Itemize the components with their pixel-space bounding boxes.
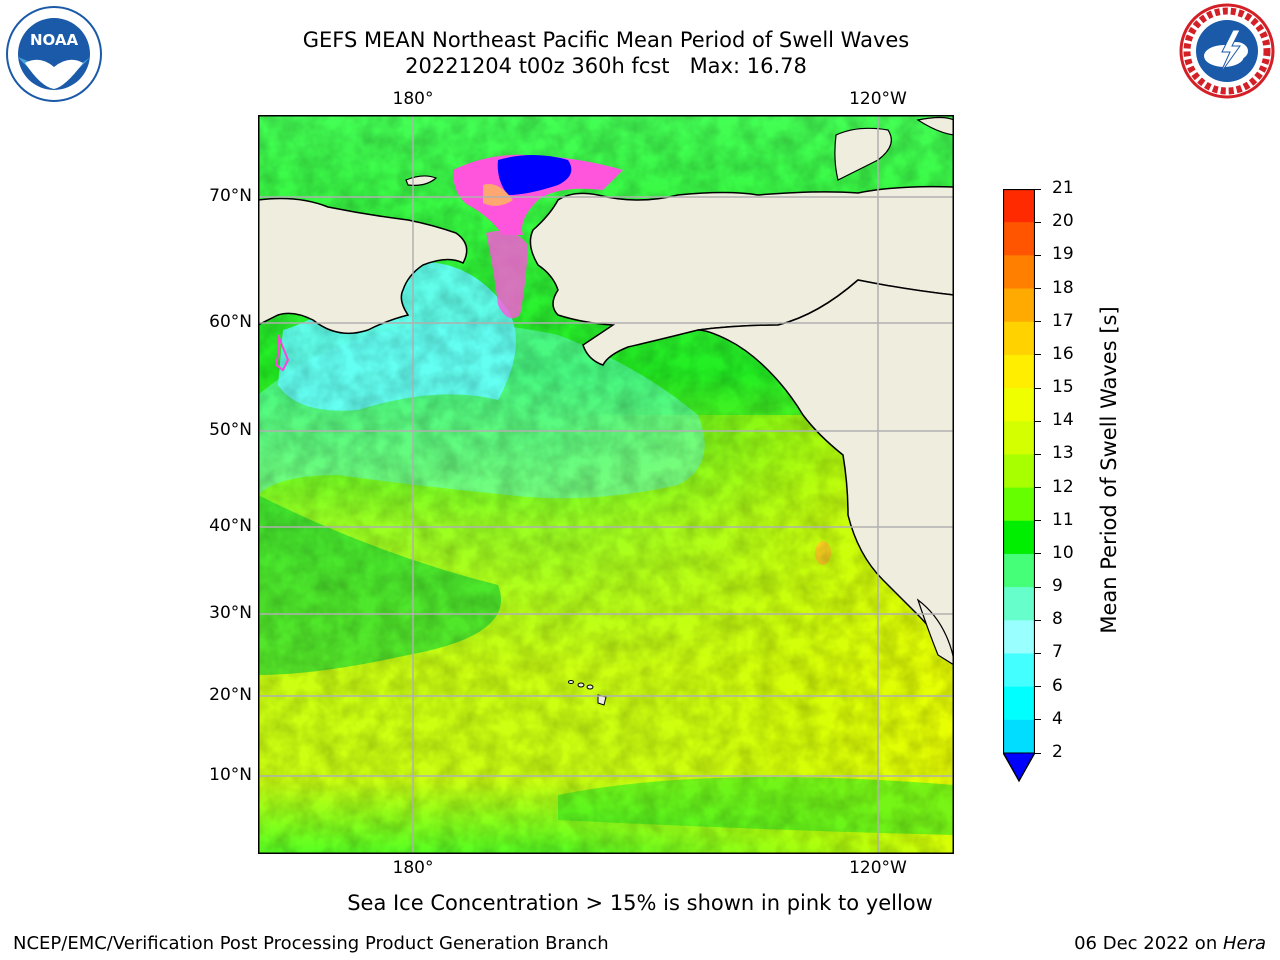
colorbar-tick-label: 13 <box>1052 443 1074 464</box>
lat-label-30n: 30°N <box>209 603 252 623</box>
colorbar-tick-label: 21 <box>1052 178 1074 198</box>
graticule <box>258 115 954 854</box>
footer-host: Hera <box>1222 933 1266 954</box>
colorbar-tick-mark <box>1035 520 1041 522</box>
colorbar-segment <box>1003 587 1035 621</box>
colorbar-tick-label: 14 <box>1052 410 1074 431</box>
colorbar-tick-mark <box>1035 752 1041 754</box>
hawaii-islands <box>568 680 607 706</box>
colorbar-tick-mark <box>1035 619 1041 621</box>
lon-label-bottom-180: 180° <box>392 858 434 878</box>
lon-label-bottom-120w: 120°W <box>849 858 907 878</box>
colorbar-tick-label: 16 <box>1052 343 1074 364</box>
colorbar-segment <box>1003 686 1035 721</box>
colorbar-tick-mark <box>1035 288 1041 290</box>
colorbar-tick-mark <box>1035 221 1041 223</box>
colorbar-segment <box>1003 719 1035 754</box>
colorbar-tick-label: 19 <box>1052 244 1074 265</box>
colorbar-segment <box>1003 553 1035 588</box>
lat-label-50n: 50°N <box>209 420 252 440</box>
colorbar-label: Mean Period of Swell Waves [s] <box>1097 306 1121 634</box>
colorbar-tick-label: 12 <box>1052 476 1074 497</box>
colorbar-segment <box>1003 421 1035 456</box>
chart-subtitle: 20221204 t00z 360h fcst Max: 16.78 <box>405 54 807 78</box>
colorbar-tick-mark <box>1035 354 1041 356</box>
colorbar-tick-label: 20 <box>1052 211 1074 232</box>
colorbar-tick-mark <box>1035 487 1041 489</box>
colorbar-segment <box>1003 321 1035 356</box>
colorbar-segment <box>1003 487 1035 522</box>
colorbar-tick-label: 11 <box>1052 509 1074 530</box>
colorbar-segment <box>1003 520 1035 555</box>
nws-logo <box>1178 2 1276 100</box>
colorbar-tick-label: 15 <box>1052 377 1074 398</box>
colorbar-tick-label: 17 <box>1052 310 1074 331</box>
footer-date: 06 Dec 2022 on Hera <box>1074 933 1266 954</box>
colorbar-extend-triangle <box>1002 752 1036 783</box>
chart-title: GEFS MEAN Northeast Pacific Mean Period … <box>302 28 910 52</box>
land-siberia <box>257 197 468 335</box>
lat-label-70n: 70°N <box>209 186 252 206</box>
colorbar-tick-mark <box>1035 188 1041 190</box>
noaa-logo-text: NOAA <box>30 31 79 49</box>
footer-branch: NCEP/EMC/Verification Post Processing Pr… <box>13 933 609 954</box>
colorbar-segment <box>1003 288 1035 323</box>
lat-label-60n: 60°N <box>209 312 252 332</box>
colorbar-tick-mark <box>1035 553 1041 555</box>
colorbar-tick-mark <box>1035 586 1041 588</box>
colorbar-tick-mark <box>1035 321 1041 323</box>
colorbar-segment <box>1003 222 1035 256</box>
colorbar-tick-mark <box>1035 254 1041 256</box>
colorbar-tick-label: 9 <box>1052 576 1063 597</box>
colorbar <box>1002 188 1036 783</box>
colorbar-tick-label: 8 <box>1052 609 1063 630</box>
land-north-america <box>697 279 955 666</box>
colorbar-tick-mark <box>1035 453 1041 455</box>
colorbar-segment <box>1003 388 1035 422</box>
colorbar-segment <box>1003 653 1035 688</box>
colorbar-tick-label: 10 <box>1052 542 1074 563</box>
colorbar-tick-label: 2 <box>1052 742 1063 762</box>
colorbar-segment <box>1003 255 1035 290</box>
colorbar-segment <box>1003 454 1035 489</box>
colorbar-tick-mark <box>1035 719 1041 721</box>
sea-ice-note: Sea Ice Concentration > 15% is shown in … <box>347 891 933 915</box>
noaa-logo: NOAA <box>5 5 103 103</box>
colorbar-tick-mark <box>1035 420 1041 422</box>
colorbar-segment <box>1003 189 1035 223</box>
colorbar-tick-mark <box>1035 686 1041 688</box>
swell-period-map <box>257 115 955 854</box>
lat-label-40n: 40°N <box>209 516 252 536</box>
colorbar-segment <box>1003 354 1035 389</box>
footer-date-text: 06 Dec 2022 on <box>1074 933 1223 954</box>
colorbar-tick-label: 4 <box>1052 708 1063 729</box>
lat-label-20n: 20°N <box>209 685 252 705</box>
colorbar-tick-label: 18 <box>1052 277 1074 298</box>
colorbar-tick-label: 6 <box>1052 675 1063 696</box>
sea-ice-field <box>453 154 623 235</box>
colorbar-segment <box>1003 620 1035 655</box>
colorbar-tick-mark <box>1035 387 1041 389</box>
lat-label-10n: 10°N <box>209 765 252 785</box>
lon-label-top-120w: 120°W <box>849 89 907 109</box>
map-panel <box>257 115 955 854</box>
colorbar-tick-mark <box>1035 652 1041 654</box>
colorbar-tick-label: 7 <box>1052 642 1063 663</box>
lon-label-top-180: 180° <box>392 89 434 109</box>
